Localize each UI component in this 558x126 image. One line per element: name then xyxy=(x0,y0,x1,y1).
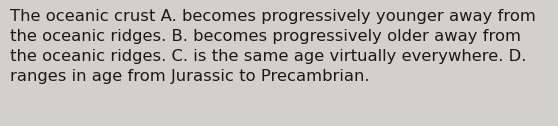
Text: The oceanic crust A. becomes progressively younger away from
the oceanic ridges.: The oceanic crust A. becomes progressive… xyxy=(10,9,536,84)
